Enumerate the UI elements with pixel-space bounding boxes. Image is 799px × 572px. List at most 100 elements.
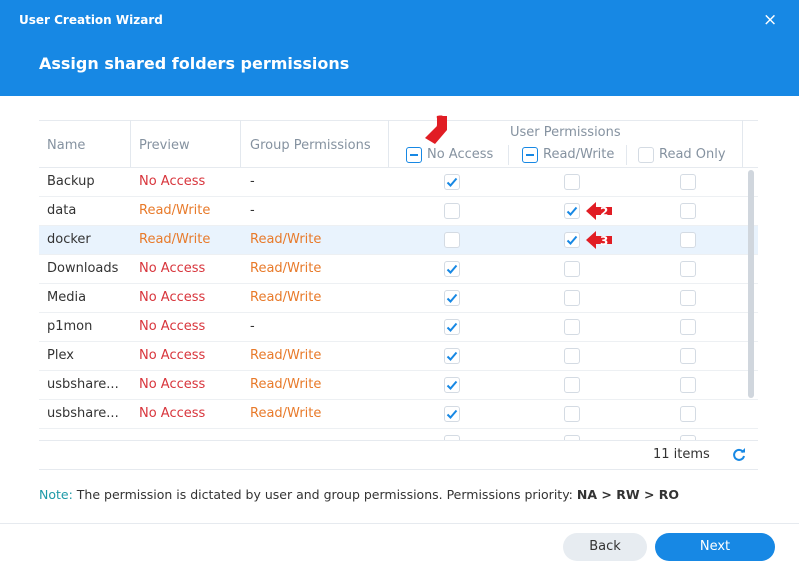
table-body: Backup No Access - data Read/Write - docker Rea… <box>39 168 758 440</box>
checkbox[interactable] <box>564 406 580 422</box>
footer-divider <box>0 523 799 524</box>
checkbox[interactable] <box>444 203 460 219</box>
preview: No Access <box>139 174 206 189</box>
close-button[interactable]: × <box>763 10 778 30</box>
annotation-arrow <box>425 116 447 144</box>
col-sep <box>626 145 627 165</box>
header <box>0 0 799 96</box>
footer-bottom <box>39 469 758 470</box>
preview: No Access <box>139 319 206 334</box>
checkbox[interactable] <box>680 435 696 440</box>
folder-name: p1mon <box>47 319 93 334</box>
checkbox[interactable] <box>680 377 696 393</box>
checkbox[interactable] <box>564 319 580 335</box>
table-row[interactable]: docker Read/Write Read/Write <box>39 226 758 255</box>
checkbox[interactable] <box>680 203 696 219</box>
checkbox[interactable] <box>564 290 580 306</box>
table-row[interactable]: p1mon No Access - <box>39 313 758 342</box>
checkbox[interactable] <box>564 377 580 393</box>
table-row[interactable]: data Read/Write - <box>39 197 758 226</box>
note: Note: The permission is dictated by user… <box>39 487 679 503</box>
group-permission: - <box>250 174 255 189</box>
folder-name: usbshare... <box>47 406 119 421</box>
group-permission: - <box>250 203 255 218</box>
item-count: 11 items <box>653 447 710 462</box>
checkbox[interactable] <box>444 435 460 440</box>
preview: Read/Write <box>139 232 211 247</box>
table-row[interactable]: usbshare... No Access Read/Write <box>39 400 758 429</box>
table-row[interactable]: Backup No Access - <box>39 168 758 197</box>
preview: Read/Write <box>139 203 211 218</box>
preview: No Access <box>139 290 206 305</box>
folder-name: Backup <box>47 174 95 189</box>
table-row[interactable]: usbshare... No Access Read/Write <box>39 371 758 400</box>
col-sep <box>240 120 241 167</box>
table-row[interactable]: Media No Access Read/Write <box>39 284 758 313</box>
permission-option: Read Only <box>659 147 726 162</box>
checkbox[interactable] <box>444 290 460 306</box>
note-label: Note: <box>39 487 73 502</box>
table-row[interactable]: Downloads No Access Read/Write <box>39 255 758 284</box>
folder-name: Media <box>47 290 87 305</box>
checkbox[interactable] <box>680 232 696 248</box>
table-bottom <box>39 440 758 441</box>
checkbox[interactable] <box>564 203 580 219</box>
permission-option: No Access <box>427 147 494 162</box>
checkbox[interactable] <box>680 406 696 422</box>
annotation-number: 2 <box>600 205 609 219</box>
folder-name: Downloads <box>47 261 119 276</box>
group-permission: Read/Write <box>250 290 322 305</box>
note-text: The permission is dictated by user and g… <box>76 487 573 502</box>
checkbox[interactable] <box>444 377 460 393</box>
checkbox[interactable] <box>406 147 422 163</box>
priority: NA > RW > RO <box>576 487 680 502</box>
checkbox[interactable] <box>444 232 460 248</box>
refresh-button[interactable] <box>731 447 747 463</box>
table-row[interactable]: Plex No Access Read/Write <box>39 342 758 371</box>
column-header: Preview <box>139 138 190 153</box>
col-sep <box>130 120 131 167</box>
checkbox[interactable] <box>444 261 460 277</box>
checkbox[interactable] <box>564 348 580 364</box>
annotation-number: 1 <box>435 112 447 131</box>
group-permission: - <box>250 319 255 334</box>
group-permission: Read/Write <box>250 377 322 392</box>
checkbox[interactable] <box>564 232 580 248</box>
group-permission: Read/Write <box>250 232 322 247</box>
checkbox[interactable] <box>564 435 580 440</box>
col-sep <box>388 120 389 167</box>
checkbox[interactable] <box>564 261 580 277</box>
checkbox[interactable] <box>680 261 696 277</box>
folder-name: data <box>47 203 77 218</box>
table-top <box>39 120 758 121</box>
header-bottom <box>39 167 758 168</box>
checkbox[interactable] <box>680 290 696 306</box>
checkbox[interactable] <box>522 147 538 163</box>
group-permission: Read/Write <box>250 406 322 421</box>
next-button[interactable]: Next <box>655 533 775 561</box>
checkbox[interactable] <box>444 348 460 364</box>
col-sep <box>742 120 743 167</box>
checkbox[interactable] <box>680 174 696 190</box>
checkbox[interactable] <box>444 319 460 335</box>
folder-name: usbshare... <box>47 377 119 392</box>
checkbox[interactable] <box>680 319 696 335</box>
folder-name: docker <box>47 232 91 247</box>
preview: No Access <box>139 261 206 276</box>
preview: No Access <box>139 348 206 363</box>
annotation-number: 3 <box>600 234 609 248</box>
preview: No Access <box>139 406 206 421</box>
back-button[interactable]: Back <box>563 533 647 561</box>
preview: No Access <box>139 377 206 392</box>
checkbox[interactable] <box>638 147 654 163</box>
group-permission: Read/Write <box>250 261 322 276</box>
checkbox[interactable] <box>564 174 580 190</box>
permission-option: Read/Write <box>543 147 615 162</box>
scrollbar[interactable] <box>748 170 754 398</box>
checkbox[interactable] <box>680 348 696 364</box>
checkbox[interactable] <box>444 406 460 422</box>
annotation-arrow <box>586 202 612 220</box>
folder-name: Plex <box>47 348 74 363</box>
checkbox[interactable] <box>444 174 460 190</box>
